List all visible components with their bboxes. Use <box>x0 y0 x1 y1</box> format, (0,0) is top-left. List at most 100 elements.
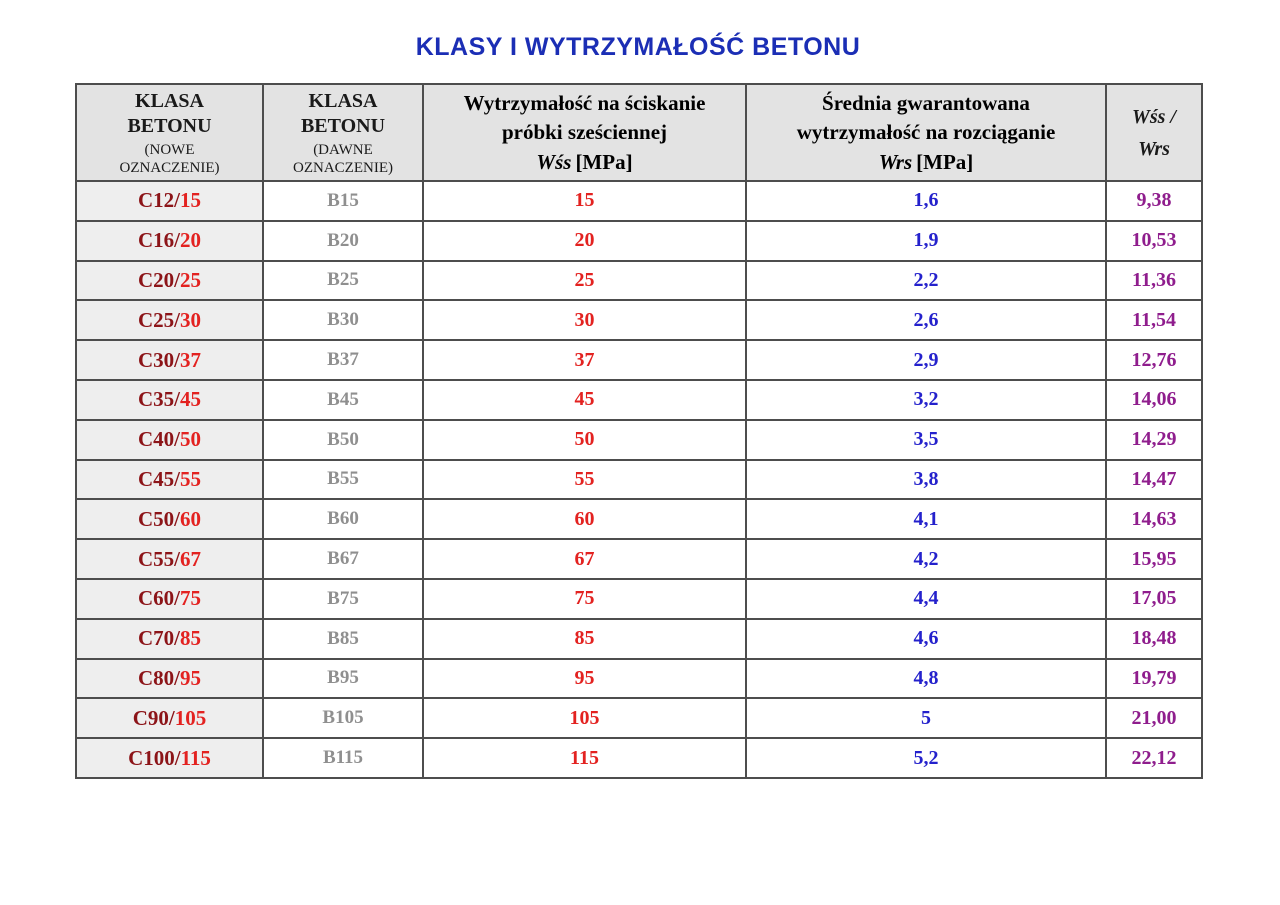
class-new-suffix: 95 <box>180 665 201 690</box>
class-new-prefix: C100/ <box>128 745 181 770</box>
cell-wrs-value: 2,6 <box>745 299 1107 342</box>
header-class-old: KLASA BETONU (DAWNE OZNACZENIE) <box>262 83 424 182</box>
cell-wrs-value: 4,6 <box>745 617 1107 660</box>
cell-ratio-value: 12,76 <box>1105 339 1203 381</box>
cell-class-old: B45 <box>262 378 424 421</box>
table-row: C55/67 B67 67 4,2 15,95 <box>75 538 1203 580</box>
class-new-prefix: C80/ <box>138 665 180 690</box>
class-new-prefix: C45/ <box>138 466 180 491</box>
cell-ratio-value: 11,54 <box>1105 299 1203 342</box>
class-new-suffix: 45 <box>180 387 201 412</box>
table-header: KLASA BETONU (NOWE OZNACZENIE) KLASA BETONU… <box>75 83 1203 182</box>
table-row: C40/50 B50 50 3,5 14,29 <box>75 418 1203 461</box>
class-new-suffix: 85 <box>180 626 201 651</box>
cell-class-old: B15 <box>262 180 424 222</box>
cell-wss-value: 75 <box>422 577 747 620</box>
class-new-suffix: 67 <box>180 546 201 571</box>
cell-class-new: C25/30 <box>75 299 264 342</box>
table-row: C90/105 B105 105 5 21,00 <box>75 697 1203 740</box>
cell-ratio-value: 9,38 <box>1105 180 1203 222</box>
header-class-old-title: KLASA BETONU <box>300 89 386 137</box>
cell-wss-value: 67 <box>422 538 747 580</box>
class-new-prefix: C40/ <box>138 427 180 452</box>
class-new-prefix: C60/ <box>138 586 180 611</box>
cell-class-new: C16/20 <box>75 219 264 262</box>
class-new-prefix: C25/ <box>138 307 180 332</box>
cell-wss-value: 55 <box>422 458 747 501</box>
class-new-suffix: 50 <box>180 427 201 452</box>
cell-class-old: B50 <box>262 418 424 461</box>
table-body: C12/15 B15 15 1,6 9,38 C16/20 B20 20 1,9… <box>75 180 1203 779</box>
cell-class-new: C30/37 <box>75 339 264 381</box>
cell-wrs-value: 5,2 <box>745 737 1107 779</box>
cell-class-new: C20/25 <box>75 259 264 302</box>
class-new-suffix: 60 <box>180 506 201 531</box>
table-row: C20/25 B25 25 2,2 11,36 <box>75 259 1203 302</box>
cell-class-new: C70/85 <box>75 617 264 660</box>
cell-ratio-value: 14,29 <box>1105 418 1203 461</box>
class-new-prefix: C20/ <box>138 267 180 292</box>
class-new-prefix: C30/ <box>138 347 180 372</box>
cell-ratio-value: 19,79 <box>1105 657 1203 700</box>
class-new-prefix: C12/ <box>138 188 180 213</box>
class-new-suffix: 30 <box>180 307 201 332</box>
table-row: C50/60 B60 60 4,1 14,63 <box>75 498 1203 541</box>
cell-wrs-value: 5 <box>745 697 1107 740</box>
header-wrs-title: Średnia gwarantowana wytrzymałość na rozc… <box>796 90 1056 145</box>
cell-wrs-value: 3,8 <box>745 458 1107 501</box>
header-wss-title: Wytrzymałość na ściskanie próbki sześcien… <box>463 90 706 145</box>
cell-ratio-value: 14,06 <box>1105 378 1203 421</box>
table-row: C16/20 B20 20 1,9 10,53 <box>75 219 1203 262</box>
cell-class-old: B115 <box>262 737 424 779</box>
cell-wrs-value: 2,2 <box>745 259 1107 302</box>
table-row: C80/95 B95 95 4,8 19,79 <box>75 657 1203 700</box>
cell-wss-value: 50 <box>422 418 747 461</box>
cell-wss-value: 60 <box>422 498 747 541</box>
cell-wss-value: 25 <box>422 259 747 302</box>
cell-class-new: C90/105 <box>75 697 264 740</box>
cell-ratio-value: 21,00 <box>1105 697 1203 740</box>
cell-wrs-value: 3,5 <box>745 418 1107 461</box>
table-row: C70/85 B85 85 4,6 18,48 <box>75 617 1203 660</box>
cell-wrs-value: 4,4 <box>745 577 1107 620</box>
cell-wrs-value: 2,9 <box>745 339 1107 381</box>
header-wss-symbol: Wśs [MPa] <box>536 149 633 174</box>
class-new-suffix: 20 <box>180 228 201 253</box>
class-new-suffix: 55 <box>180 466 201 491</box>
cell-ratio-value: 18,48 <box>1105 617 1203 660</box>
cell-wrs-value: 4,2 <box>745 538 1107 580</box>
table-row: C25/30 B30 30 2,6 11,54 <box>75 299 1203 342</box>
class-new-suffix: 75 <box>180 586 201 611</box>
header-class-new: KLASA BETONU (NOWE OZNACZENIE) <box>75 83 264 182</box>
cell-wrs-value: 4,8 <box>745 657 1107 700</box>
class-new-prefix: C90/ <box>132 705 175 730</box>
cell-class-new: C60/75 <box>75 577 264 620</box>
cell-ratio-value: 14,63 <box>1105 498 1203 541</box>
cell-class-new: C12/15 <box>75 180 264 222</box>
class-new-suffix: 15 <box>180 188 201 213</box>
class-new-suffix: 25 <box>180 267 201 292</box>
page-title: KLASY I WYTRZYMAŁOŚĆ BETONU <box>415 33 861 61</box>
cell-wss-value: 15 <box>422 180 747 222</box>
cell-wss-value: 37 <box>422 339 747 381</box>
header-class-old-subtitle: (DAWNE OZNACZENIE) <box>293 141 393 176</box>
cell-class-new: C55/67 <box>75 538 264 580</box>
cell-class-new: C50/60 <box>75 498 264 541</box>
cell-ratio-value: 10,53 <box>1105 219 1203 262</box>
class-new-prefix: C16/ <box>138 228 180 253</box>
cell-wrs-value: 1,6 <box>745 180 1107 222</box>
cell-class-old: B30 <box>262 299 424 342</box>
class-new-suffix: 105 <box>174 705 207 730</box>
cell-ratio-value: 15,95 <box>1105 538 1203 580</box>
table-row: C45/55 B55 55 3,8 14,47 <box>75 458 1203 501</box>
header-row: KLASA BETONU (NOWE OZNACZENIE) KLASA BETONU… <box>75 83 1203 182</box>
cell-wrs-value: 1,9 <box>745 219 1107 262</box>
cell-class-new: C100/115 <box>75 737 264 779</box>
table-row: C30/37 B37 37 2,9 12,76 <box>75 339 1203 381</box>
cell-wss-value: 45 <box>422 378 747 421</box>
cell-class-old: B37 <box>262 339 424 381</box>
header-class-new-subtitle: (NOWE OZNACZENIE) <box>119 141 220 176</box>
cell-class-new: C45/55 <box>75 458 264 501</box>
table-row: C100/115 B115 115 5,2 22,12 <box>75 737 1203 779</box>
cell-wrs-value: 3,2 <box>745 378 1107 421</box>
